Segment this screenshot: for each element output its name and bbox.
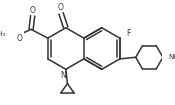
Text: N: N: [61, 72, 66, 80]
Text: NH: NH: [169, 54, 175, 60]
Text: O: O: [17, 34, 23, 43]
Text: O: O: [30, 6, 36, 15]
Text: O: O: [58, 3, 64, 12]
Text: F: F: [127, 29, 131, 38]
Text: CH₃: CH₃: [0, 31, 6, 37]
